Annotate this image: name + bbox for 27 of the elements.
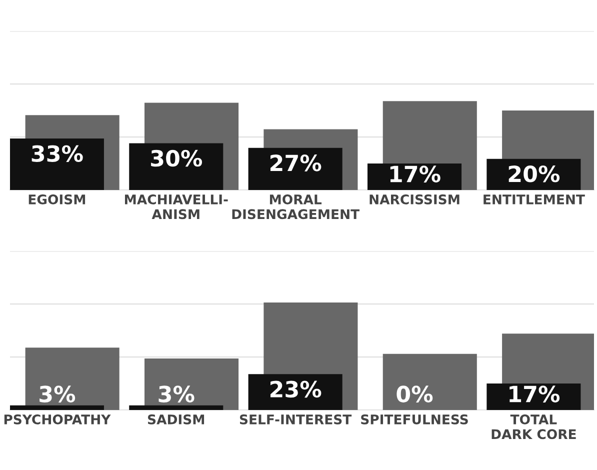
bar [10,138,104,190]
x-tick-label: EGOISM [28,194,86,204]
bar [382,354,477,410]
data-label: 23% [270,380,322,398]
x-tick-label: NARCISSISM [370,194,460,204]
x-tick-label: ENTITLEMENT [484,194,585,204]
bar [129,405,224,410]
x-tick-label: PSYCHOPATHY [4,414,111,424]
x-tick-label: MACHIAVELLI- ANISM [124,194,228,220]
data-label: 3% [40,386,76,402]
data-label: 27% [270,154,322,172]
data-label: 20% [508,165,560,182]
bar [129,143,224,190]
data-label: 33% [32,145,83,162]
x-tick-label: SPITEFULNESS [361,414,468,424]
bar [248,148,342,190]
data-label: 30% [151,150,202,167]
data-label: 17% [510,386,560,402]
x-tick-label: SADISM [148,414,204,424]
x-tick-label: TOTAL DARK CORE [492,414,576,440]
data-label: 3% [158,386,194,402]
x-tick-label: MORAL DISENGAGEMENT [232,194,360,220]
x-tick-label: SELF-INTEREST [240,414,352,424]
data-label: 17% [390,166,440,182]
bar [10,405,104,410]
data-label: 0% [396,386,433,402]
bar [25,348,120,410]
